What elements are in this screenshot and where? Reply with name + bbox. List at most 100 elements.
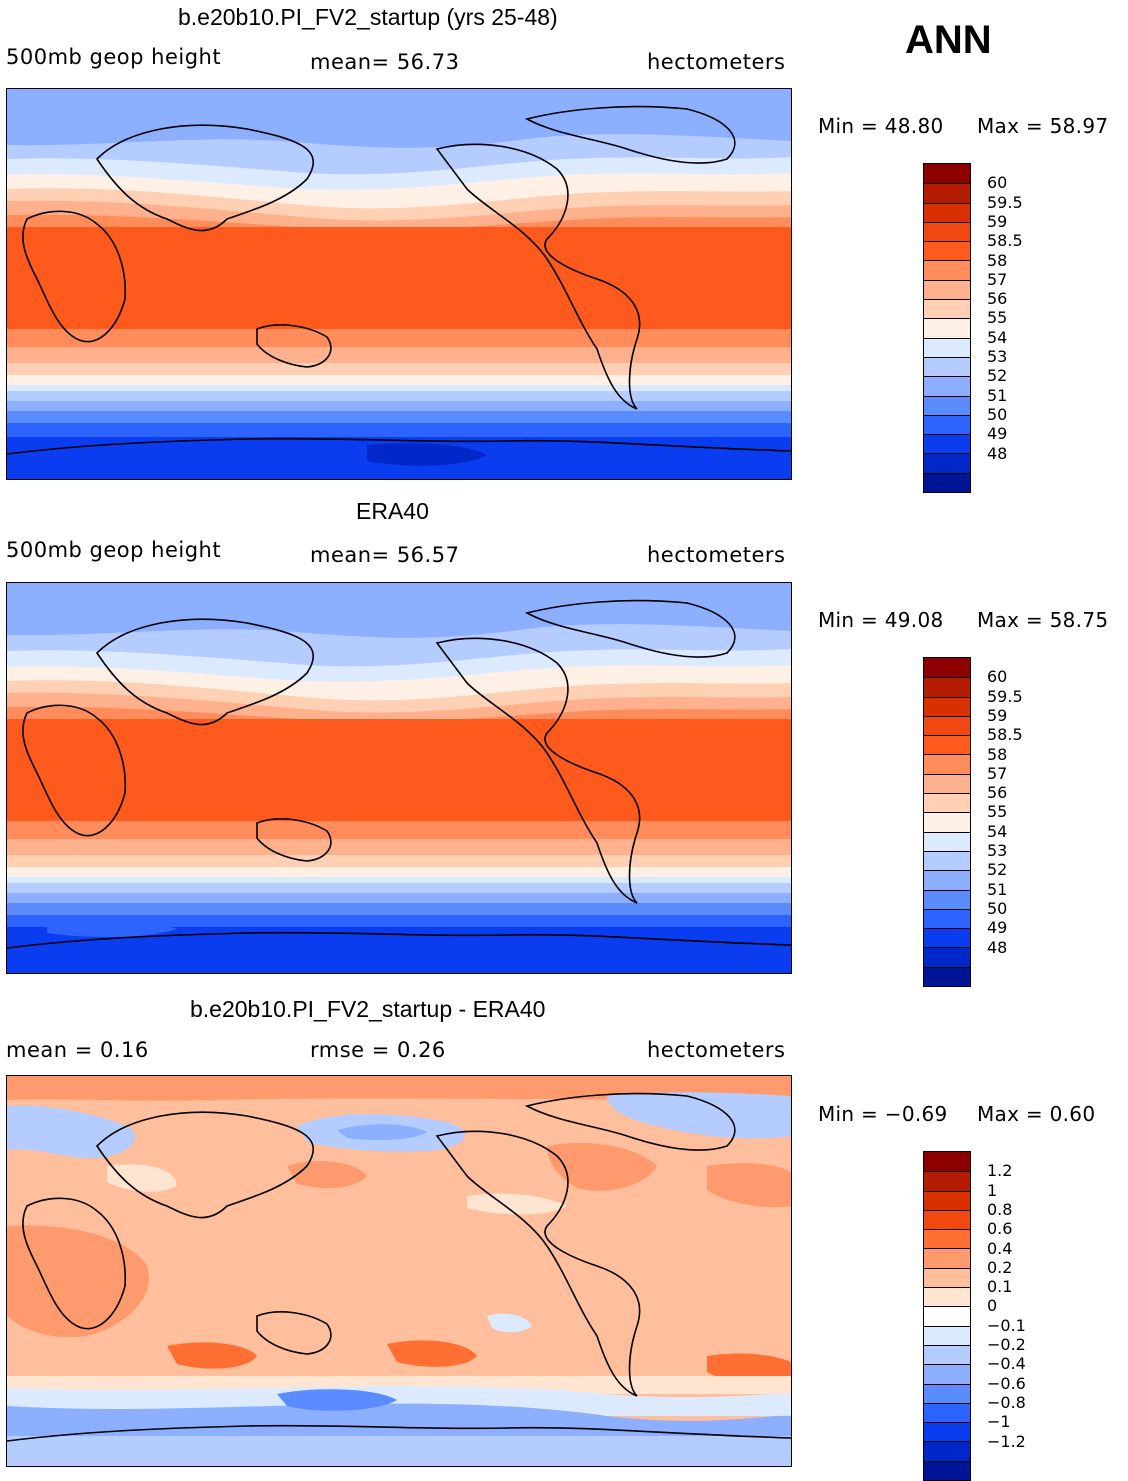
- colorbar-tick-label: 60: [987, 667, 1008, 687]
- rmse-label: rmse = 0.26: [310, 1038, 446, 1062]
- colorbar-tick-label: 50: [987, 898, 1008, 918]
- colorbar-swatch: [924, 279, 970, 300]
- colorbar-swatch: [924, 453, 970, 473]
- map-model: [6, 88, 792, 480]
- colorbar-tick-label: 53: [987, 347, 1008, 366]
- colorbar-swatch: [924, 164, 970, 184]
- colorbar-tick-label: 59: [987, 211, 1008, 231]
- colorbar-swatch: [924, 395, 970, 415]
- colorbar-swatch: [924, 221, 970, 242]
- max-label: Max = 58.75: [977, 608, 1109, 632]
- colorbar-tick-label: −0.1: [987, 1315, 1026, 1335]
- colorbar-swatch: [924, 1441, 970, 1461]
- colorbar-tick-label: −1.2: [987, 1431, 1026, 1451]
- colorbar-swatch: [924, 870, 970, 890]
- colorbar-swatch: [924, 1171, 970, 1191]
- colorbar-tick-label: 0.1: [987, 1277, 1013, 1297]
- colorbar-tick-label: 59.5: [987, 686, 1023, 706]
- mean-label: mean= 56.57: [310, 543, 460, 567]
- colorbar-swatch: [924, 658, 970, 678]
- colorbar-tick-label: 58.5: [987, 231, 1023, 251]
- colorbar-tick-label: 58.5: [987, 725, 1023, 745]
- colorbar-swatch: [924, 356, 970, 377]
- colorbar-swatch: [924, 1364, 970, 1384]
- units-label: hectometers: [647, 543, 786, 567]
- panel-title: ERA40: [356, 498, 429, 524]
- colorbar-swatch: [924, 735, 970, 755]
- units-label: hectometers: [647, 1038, 786, 1062]
- colorbar-swatch: [924, 241, 970, 261]
- colorbar-swatch: [924, 1267, 970, 1288]
- units-label: hectometers: [647, 50, 786, 74]
- colorbar-tick-label: 0.8: [987, 1199, 1013, 1219]
- colorbar-tick-label: 0.6: [987, 1219, 1013, 1239]
- colorbar-tick-label: 0.2: [987, 1257, 1013, 1277]
- min-label: Min = 49.08: [818, 608, 944, 632]
- colorbar-swatch: [924, 812, 970, 832]
- colorbar-swatch: [924, 414, 970, 435]
- colorbar-swatch: [924, 677, 970, 697]
- colorbar-tick-label: 54: [987, 327, 1008, 347]
- colorbar-swatch: [924, 337, 970, 357]
- colorbar-tick-label: 0.4: [987, 1238, 1013, 1258]
- colorbar-swatch: [924, 696, 970, 716]
- colorbar-tick-label: 48: [987, 937, 1008, 957]
- max-label: Max = 58.97: [977, 114, 1109, 138]
- colorbar-swatch: [924, 773, 970, 794]
- colorbar-tick-label: −0.8: [987, 1392, 1026, 1412]
- colorbar-swatch: [924, 1344, 970, 1365]
- min-label: Min = 48.80: [818, 114, 944, 138]
- colorbar-swatch: [924, 889, 970, 909]
- colorbar-tick-label: 48: [987, 443, 1008, 463]
- colorbar-swatch: [924, 1383, 970, 1403]
- colorbar-swatch: [924, 1229, 970, 1249]
- colorbar-swatch: [924, 260, 970, 280]
- colorbar-swatch: [924, 434, 970, 454]
- mean-label: mean= 56.73: [310, 50, 460, 74]
- colorbar-tick-label: 57: [987, 269, 1008, 289]
- colorbar-swatch: [924, 908, 970, 929]
- colorbar-swatch: [924, 1190, 970, 1210]
- colorbar-swatch: [924, 831, 970, 851]
- colorbar-swatch: [924, 1325, 970, 1345]
- colorbar-swatch: [924, 928, 970, 948]
- geop-height-map: [7, 89, 791, 479]
- colorbar-tick-label: 50: [987, 404, 1008, 424]
- colorbar-tick-label: 57: [987, 763, 1008, 783]
- panel-title: b.e20b10.PI_FV2_startup - ERA40: [190, 996, 546, 1022]
- colorbar-tick-label: 55: [987, 308, 1008, 328]
- colorbar-swatch: [924, 1306, 970, 1326]
- colorbar-tick-label: 58: [987, 250, 1008, 270]
- colorbar-swatch: [924, 1209, 970, 1230]
- colorbar-tick-label: 51: [987, 385, 1008, 405]
- colorbar-tick-label: 60: [987, 173, 1008, 193]
- colorbar-swatch: [924, 947, 970, 967]
- colorbar-tick-label: 51: [987, 879, 1008, 899]
- colorbar-tick-label: 55: [987, 802, 1008, 822]
- colorbar-swatch: [924, 1248, 970, 1268]
- min-label: Min = −0.69: [818, 1102, 948, 1126]
- colorbar-swatch: [924, 1402, 970, 1423]
- colorbar-tick-label: 52: [987, 366, 1008, 386]
- colorbar-swatch: [924, 850, 970, 871]
- map-era40: [6, 582, 792, 974]
- colorbar-swatch: [924, 1460, 970, 1481]
- colorbar-tick-label: 53: [987, 841, 1008, 860]
- colorbar-tick-label: 58: [987, 744, 1008, 764]
- colorbar-swatch: [924, 318, 970, 338]
- colorbar-swatch: [924, 966, 970, 987]
- colorbar-tick-label: 54: [987, 821, 1008, 841]
- colorbar: [923, 657, 971, 988]
- colorbar-tick-label: 0: [987, 1296, 998, 1316]
- colorbar-tick-label: −0.6: [987, 1373, 1026, 1393]
- colorbar-tick-label: 59.5: [987, 192, 1023, 212]
- colorbar-tick-label: 49: [987, 424, 1008, 444]
- colorbar-tick-label: −0.2: [987, 1335, 1026, 1354]
- colorbar-swatch: [924, 793, 970, 813]
- map-difference: [6, 1075, 792, 1467]
- colorbar-tick-label: 56: [987, 289, 1008, 309]
- variable-label: 500mb geop height: [6, 538, 222, 562]
- colorbar: [923, 163, 971, 494]
- colorbar-swatch: [924, 1287, 970, 1307]
- colorbar-tick-label: 56: [987, 783, 1008, 803]
